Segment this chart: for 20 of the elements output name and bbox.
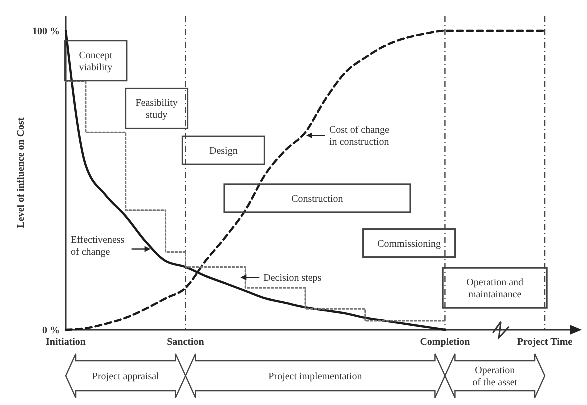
text: Project implementation: [268, 372, 362, 382]
y-axis-title: Level of influence on Cost: [16, 117, 27, 228]
annotation: Operation and maintainance: [466, 278, 524, 301]
annotation: Effectiveness of change: [71, 234, 125, 258]
line-series: [64, 30, 546, 332]
text: Project appraisal: [92, 372, 160, 382]
annotation: Commissioning: [378, 238, 441, 250]
annotation: Feasibility study: [136, 98, 178, 122]
x-tick-label: Initiation: [46, 337, 86, 348]
annotation: Cost of change in construction: [330, 125, 390, 148]
annotation: Decision steps: [264, 273, 322, 284]
text: Operation of the asset: [472, 366, 518, 388]
annotation: Design: [210, 146, 238, 158]
x-tick-label: Project Time: [517, 337, 574, 348]
annotation: Construction: [292, 194, 344, 205]
x-tick-label: Completion: [420, 337, 471, 348]
x-tick-label: Sanction: [167, 337, 205, 348]
y-tick-label: 100 %: [32, 26, 60, 38]
y-tick-label: 0 %: [42, 326, 60, 336]
annotation: Concept viability: [79, 50, 113, 74]
